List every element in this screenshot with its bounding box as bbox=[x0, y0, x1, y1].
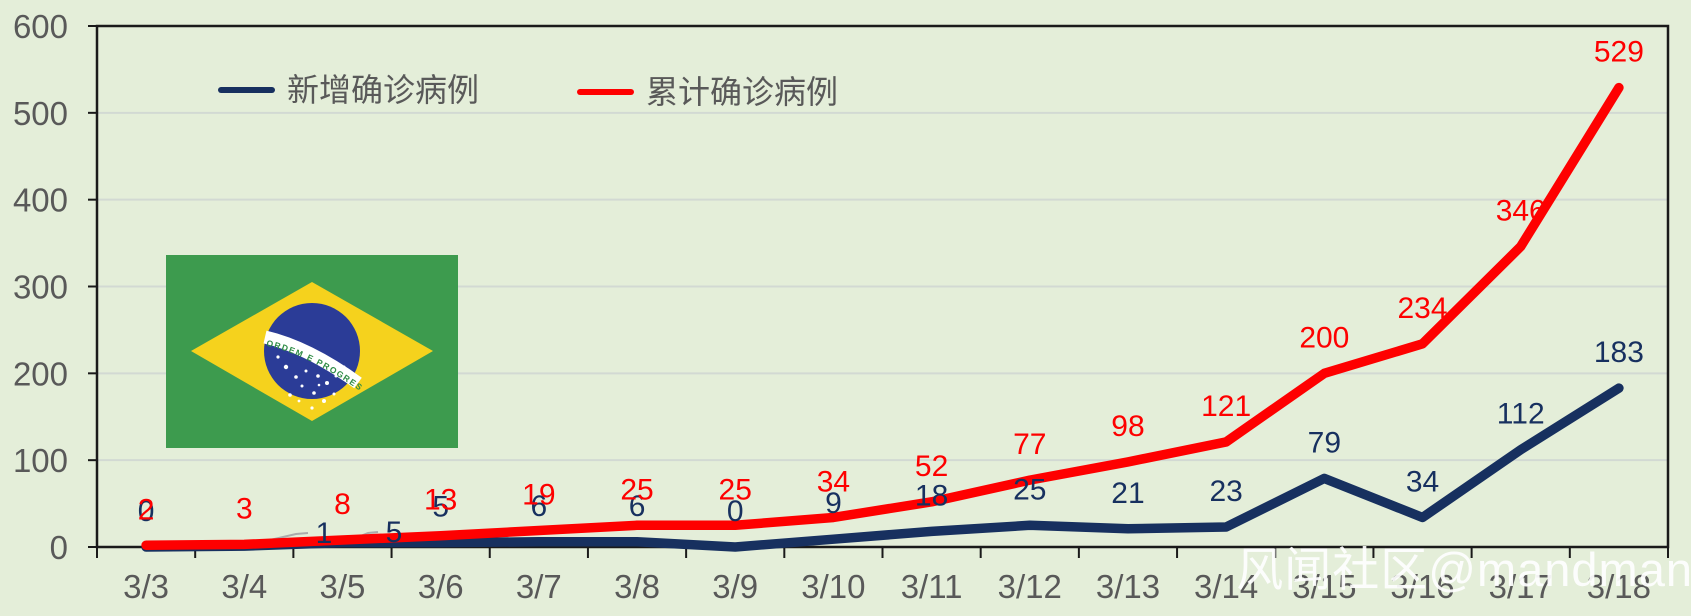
x-axis-label: 3/7 bbox=[516, 568, 562, 605]
flag-stars bbox=[276, 355, 346, 410]
data-label-cumulative: 3 bbox=[236, 492, 253, 525]
x-axis-label: 3/8 bbox=[614, 568, 660, 605]
y-axis-label: 200 bbox=[13, 355, 68, 392]
x-axis-label: 3/13 bbox=[1096, 568, 1160, 605]
y-axis-label: 300 bbox=[13, 269, 68, 306]
x-axis-label: 3/11 bbox=[901, 568, 963, 605]
x-axis-label: 3/3 bbox=[123, 568, 169, 605]
x-axis-label: 3/15 bbox=[1292, 568, 1356, 605]
data-label-new: 112 bbox=[1497, 398, 1545, 431]
series-line-new-cases bbox=[141, 383, 1624, 552]
x-axis-label: 3/18 bbox=[1587, 568, 1651, 605]
x-axis-label: 3/6 bbox=[418, 568, 464, 605]
data-label-cumulative: 2 bbox=[138, 493, 155, 526]
data-label-new: 6 bbox=[531, 490, 548, 523]
data-label-new: 5 bbox=[386, 516, 403, 549]
x-axis-label: 3/4 bbox=[221, 568, 267, 605]
y-axis-label: 100 bbox=[13, 442, 68, 479]
x-axis-label: 3/10 bbox=[801, 568, 865, 605]
data-label-cumulative: 52 bbox=[915, 450, 948, 483]
new-cases-line-swatch bbox=[218, 87, 275, 93]
data-label-new: 6 bbox=[629, 490, 646, 523]
data-label-new: 23 bbox=[1209, 475, 1242, 508]
x-axis-label: 3/14 bbox=[1194, 568, 1258, 605]
y-axis-label: 0 bbox=[50, 529, 68, 566]
data-label-cumulative: 346 bbox=[1496, 195, 1546, 228]
legend-label-cumulative-cases: 累计确诊病例 bbox=[646, 74, 839, 110]
data-label-cumulative: 8 bbox=[334, 488, 351, 521]
y-axis-label: 500 bbox=[13, 95, 68, 132]
data-label-new: 0 bbox=[138, 495, 155, 528]
plot-border bbox=[95, 24, 1670, 549]
y-axis-label: 600 bbox=[13, 8, 68, 45]
data-label-new: 25 bbox=[1013, 473, 1046, 506]
data-label-cumulative: 529 bbox=[1594, 36, 1644, 69]
data-label-new: 5 bbox=[432, 491, 449, 524]
data-label-new: 79 bbox=[1308, 426, 1341, 459]
data-label-cumulative: 13 bbox=[424, 484, 457, 517]
legend-item-cumulative-cases: 累计确诊病例 bbox=[577, 74, 838, 110]
data-label-new: 21 bbox=[1111, 477, 1144, 510]
x-axis-label: 3/16 bbox=[1390, 568, 1454, 605]
x-axis-label: 3/12 bbox=[998, 568, 1062, 605]
data-label-new: 18 bbox=[915, 479, 948, 512]
cumulative-cases-line-swatch bbox=[577, 89, 634, 95]
y-axis-label: 400 bbox=[13, 182, 68, 219]
data-label-new: 0 bbox=[727, 495, 744, 528]
legend-item-new-cases: 新增确诊病例 bbox=[218, 72, 479, 108]
data-label-cumulative: 200 bbox=[1299, 321, 1349, 354]
data-label-new: 9 bbox=[825, 487, 842, 520]
data-label-cumulative: 121 bbox=[1201, 390, 1251, 423]
data-label-cumulative: 25 bbox=[620, 473, 653, 506]
flag-band bbox=[263, 330, 362, 389]
data-label-cumulative: 98 bbox=[1111, 410, 1144, 443]
data-label-new: 183 bbox=[1594, 336, 1644, 369]
legend-label-new-cases: 新增确诊病例 bbox=[287, 72, 480, 108]
x-axis-label: 3/9 bbox=[712, 568, 758, 605]
x-axis-label: 3/17 bbox=[1489, 568, 1553, 605]
data-label-cumulative: 19 bbox=[522, 479, 555, 512]
x-axis-label: 3/5 bbox=[320, 568, 366, 605]
brazil-flag: ORDEM E PROGRESSO bbox=[166, 255, 458, 448]
data-label-new: 34 bbox=[1406, 465, 1439, 498]
series-line-cumulative-cases bbox=[141, 82, 1624, 551]
data-label-cumulative: 77 bbox=[1013, 428, 1046, 461]
data-label-cumulative: 25 bbox=[719, 473, 752, 506]
data-label-new: 1 bbox=[316, 517, 333, 550]
data-label-cumulative: 34 bbox=[817, 465, 850, 498]
data-label-cumulative: 234 bbox=[1398, 292, 1448, 325]
